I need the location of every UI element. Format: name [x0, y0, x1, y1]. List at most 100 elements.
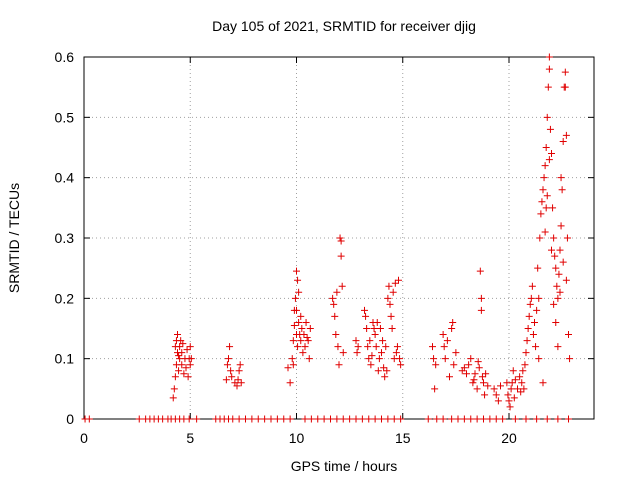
data-point [338, 282, 346, 290]
data-point [236, 361, 244, 369]
data-point [545, 156, 553, 164]
data-point [541, 162, 549, 170]
data-point [441, 355, 449, 363]
data-point [298, 325, 306, 332]
data-point [528, 282, 536, 290]
data-point [331, 312, 339, 320]
data-point [352, 337, 360, 345]
data-point [179, 340, 187, 348]
data-point [480, 379, 487, 387]
x-tick-labels: 0 5 10 15 20 [80, 430, 517, 446]
data-point [223, 361, 231, 369]
data-point [525, 312, 533, 320]
data-point [545, 65, 553, 73]
data-point [524, 325, 532, 332]
data-point [544, 83, 552, 91]
data-point [432, 361, 440, 369]
data-point [543, 415, 551, 423]
data-point [288, 355, 296, 363]
data-point [460, 364, 468, 372]
data-point [242, 415, 249, 423]
data-point [430, 355, 438, 363]
data-point [520, 385, 528, 393]
data-point [450, 361, 458, 369]
data-point [225, 355, 232, 363]
data-point [543, 113, 551, 121]
data-point [392, 349, 400, 357]
x-tick-label: 20 [501, 430, 517, 446]
data-point [385, 282, 393, 290]
data-point [516, 373, 524, 381]
data-point [452, 349, 460, 357]
data-point [534, 264, 542, 272]
data-point [373, 318, 381, 326]
data-point [463, 370, 470, 378]
data-point [550, 234, 558, 242]
data-point [557, 174, 565, 182]
data-point [273, 415, 281, 423]
data-point [471, 370, 479, 378]
data-point [306, 325, 314, 332]
data-point [448, 415, 456, 423]
data-point [559, 258, 567, 266]
data-point [235, 367, 243, 375]
data-point [563, 234, 571, 242]
data-point [297, 337, 305, 345]
data-point [327, 415, 334, 423]
data-point [376, 325, 384, 332]
data-point [510, 394, 518, 402]
data-point [446, 373, 453, 381]
data-point [391, 279, 399, 287]
data-point [320, 415, 328, 423]
data-point [514, 385, 521, 393]
data-point [533, 306, 541, 314]
data-point [367, 361, 375, 369]
data-point [186, 343, 194, 351]
data-point [362, 312, 370, 320]
data-point [470, 376, 478, 384]
data-point [175, 352, 183, 360]
data-point [511, 415, 519, 423]
data-point [184, 373, 192, 381]
data-point [171, 343, 179, 351]
data-point [358, 415, 366, 423]
data-point [562, 131, 570, 139]
data-point [248, 415, 256, 423]
data-point [473, 385, 481, 393]
data-point [390, 415, 398, 423]
data-point [314, 415, 322, 423]
data-point [429, 343, 436, 351]
data-point [261, 415, 269, 423]
data-point [228, 373, 236, 381]
data-point [558, 186, 566, 194]
data-point [561, 83, 569, 91]
data-point [374, 367, 382, 375]
data-point [267, 415, 275, 423]
data-point [361, 306, 368, 314]
data-point [386, 300, 394, 308]
data-point [531, 318, 538, 326]
data-point [497, 382, 504, 390]
data-point [186, 361, 194, 369]
data-point [301, 343, 309, 351]
data-point [548, 150, 555, 158]
data-point [353, 349, 361, 357]
y-tick-label: 0.4 [55, 170, 75, 186]
data-point [533, 415, 541, 423]
data-point [443, 337, 451, 345]
y-tick-label: 0.6 [55, 49, 75, 65]
y-tick-label: 0.3 [55, 230, 75, 246]
data-point [546, 125, 554, 133]
data-point [305, 355, 313, 363]
data-point [527, 294, 535, 302]
data-point [535, 294, 543, 302]
data-point [295, 288, 303, 296]
y-tick-label: 0 [66, 411, 74, 427]
data-point [293, 267, 300, 275]
data-point [382, 343, 390, 351]
y-tick-label: 0.2 [55, 290, 75, 306]
data-point [469, 379, 477, 387]
data-point [467, 355, 475, 363]
data-point [332, 331, 340, 339]
